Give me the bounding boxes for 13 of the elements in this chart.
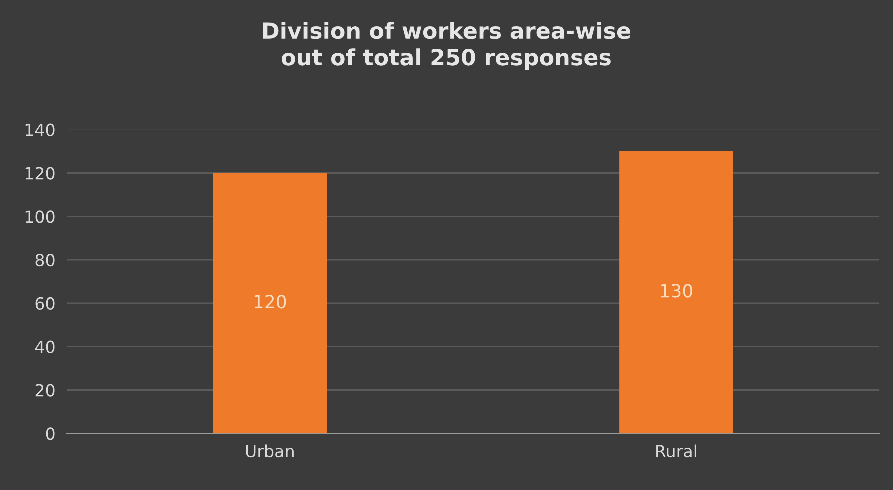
y-tick-label: 140	[26, 124, 55, 136]
y-tick-label: 80	[36, 254, 55, 267]
y-tick-label: 20	[36, 384, 55, 397]
y-tick-label: 60	[36, 297, 55, 310]
chart-title: Division of workers area-wise out of total 250 responses	[263, 22, 630, 70]
y-tick-label: 0	[46, 428, 55, 440]
y-tick-label: 100	[26, 210, 55, 224]
y-tick-label: 40	[35, 340, 55, 354]
data-label: 120	[254, 295, 286, 309]
y-tick-label: 120	[26, 167, 55, 180]
data-label: 130	[661, 284, 692, 298]
x-tick-label: Rural	[656, 444, 696, 458]
x-tick-label: Urban	[246, 444, 294, 458]
